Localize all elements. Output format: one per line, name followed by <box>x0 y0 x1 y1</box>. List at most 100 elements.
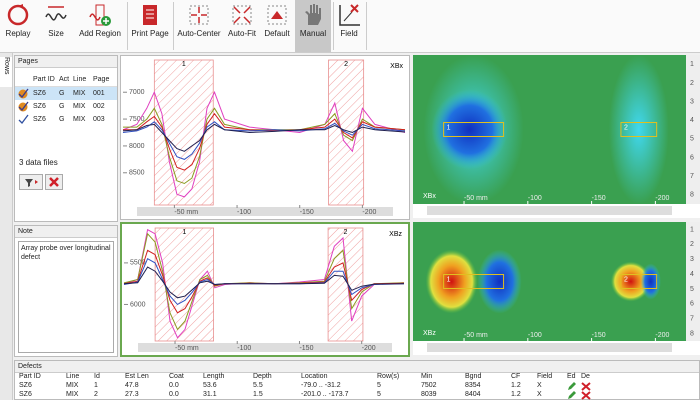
note-panel: Note Array probe over longitudinal defec… <box>14 225 118 357</box>
x-tick-label: -50 mm <box>464 195 488 202</box>
print-page-button[interactable]: Print Page <box>130 0 170 44</box>
heatmap: 1 2 XBz -50 mm -100 -150 -200 1 2 3 4 5 6 7 8 <box>413 222 700 355</box>
cell: G <box>59 90 65 97</box>
line-plot: 1 2 5500 6000 XBz -50 mm -100 -150 -200 <box>120 222 410 357</box>
x-tick-label: -100 <box>237 345 251 352</box>
cell: 002 <box>93 103 105 110</box>
row-label: 6 <box>690 301 694 308</box>
row-label: 3 <box>690 98 694 105</box>
delete-button[interactable] <box>581 391 591 400</box>
column-header: Field <box>537 373 553 380</box>
scrollbar <box>137 207 393 216</box>
row-label: 2 <box>690 80 694 87</box>
cell: 53.6 <box>203 382 217 389</box>
button-label: Replay <box>5 29 31 38</box>
cell: X <box>537 391 542 398</box>
row-label: 5 <box>690 286 694 293</box>
column-header: Ed <box>567 373 576 380</box>
button-label: Print Page <box>131 29 169 38</box>
button-label: Auto-Center <box>177 29 221 38</box>
auto-fit-button[interactable]: Auto-Fit <box>225 0 259 44</box>
row-bg <box>15 113 117 126</box>
cell: SZ6 <box>19 382 32 389</box>
cell: 31.1 <box>203 391 217 398</box>
trace <box>122 123 406 152</box>
column-header: Act <box>59 76 70 83</box>
delete-button[interactable] <box>45 174 63 190</box>
row-label: 1 <box>690 226 694 233</box>
footer-text: 3 data files <box>19 158 58 167</box>
row-icon <box>18 114 29 124</box>
pencil <box>568 382 576 390</box>
trace <box>123 112 406 171</box>
separator <box>127 2 128 50</box>
column-header: Part ID <box>19 373 41 380</box>
filter-button[interactable] <box>19 174 43 190</box>
cell: 8039 <box>421 391 437 398</box>
separator <box>173 2 174 50</box>
size-button[interactable]: Size <box>40 0 72 44</box>
auto-center-button[interactable]: Auto-Center <box>175 0 223 44</box>
region <box>154 227 214 342</box>
region-label: 1 <box>447 276 451 283</box>
cell: 001 <box>93 90 105 97</box>
x-tick-label: -100 <box>528 195 542 202</box>
region-box <box>620 122 658 137</box>
row-label: 2 <box>690 241 694 248</box>
delete-button[interactable] <box>581 382 591 391</box>
y-tick-label: 8000 <box>129 143 145 150</box>
region-label: 2 <box>344 61 348 68</box>
button-label: Field <box>340 29 358 38</box>
column-header: Length <box>203 373 225 380</box>
x-tick-label: -50 mm <box>464 332 488 339</box>
trace <box>123 249 405 314</box>
row-label: 3 <box>690 256 694 263</box>
scrollbar <box>427 206 672 215</box>
default-button[interactable]: Default <box>261 0 293 44</box>
scrollbar <box>138 343 392 352</box>
add-region-button[interactable]: Add Region <box>76 0 124 44</box>
side-tab-strip: Rows <box>0 53 13 400</box>
cell: 47.8 <box>125 382 139 389</box>
button-label: Auto-Fit <box>227 29 256 38</box>
cell: SZ6 <box>33 103 46 110</box>
cell: 5 <box>377 391 381 398</box>
rows-tab[interactable]: Rows <box>0 57 12 87</box>
row-label: 1 <box>690 61 694 68</box>
x-tick-label: -150 <box>299 345 313 352</box>
field-button[interactable]: Field <box>335 0 363 44</box>
y-tick-label: 7000 <box>129 89 145 96</box>
x-tick-label: -150 <box>300 209 314 216</box>
column-header: Coat <box>169 373 184 380</box>
pencil <box>568 391 576 399</box>
cell: 1.5 <box>253 391 263 398</box>
region <box>327 227 364 342</box>
x-tick-label: -50 mm <box>174 209 198 216</box>
cell: 1.2 <box>511 382 521 389</box>
note-text[interactable]: Array probe over longitudinal defect <box>18 241 114 353</box>
row-label: 8 <box>690 330 694 337</box>
row-axis <box>686 222 700 341</box>
edit-button[interactable] <box>567 382 577 391</box>
region-label: 2 <box>624 124 628 131</box>
column-header: Location <box>301 373 328 380</box>
column-header: Bgnd <box>465 373 482 380</box>
plot-label: XBz <box>389 231 402 238</box>
row-icon <box>18 88 29 99</box>
cell: SZ6 <box>33 116 46 123</box>
trace <box>122 90 406 198</box>
row-bg <box>15 100 117 113</box>
heat-blob <box>477 249 522 314</box>
x-tick-label: -50 mm <box>175 345 199 352</box>
edit-button[interactable] <box>567 391 577 400</box>
heat-blob <box>640 263 661 300</box>
region-label: 1 <box>182 61 186 68</box>
column-header: Depth <box>253 373 272 380</box>
x-tick-label: -150 <box>592 195 606 202</box>
replay-button[interactable]: Replay <box>0 0 36 44</box>
cell: 8404 <box>465 391 481 398</box>
manual-button[interactable]: Manual <box>295 0 331 52</box>
row-label: 7 <box>690 316 694 323</box>
row-label: 8 <box>690 192 694 199</box>
